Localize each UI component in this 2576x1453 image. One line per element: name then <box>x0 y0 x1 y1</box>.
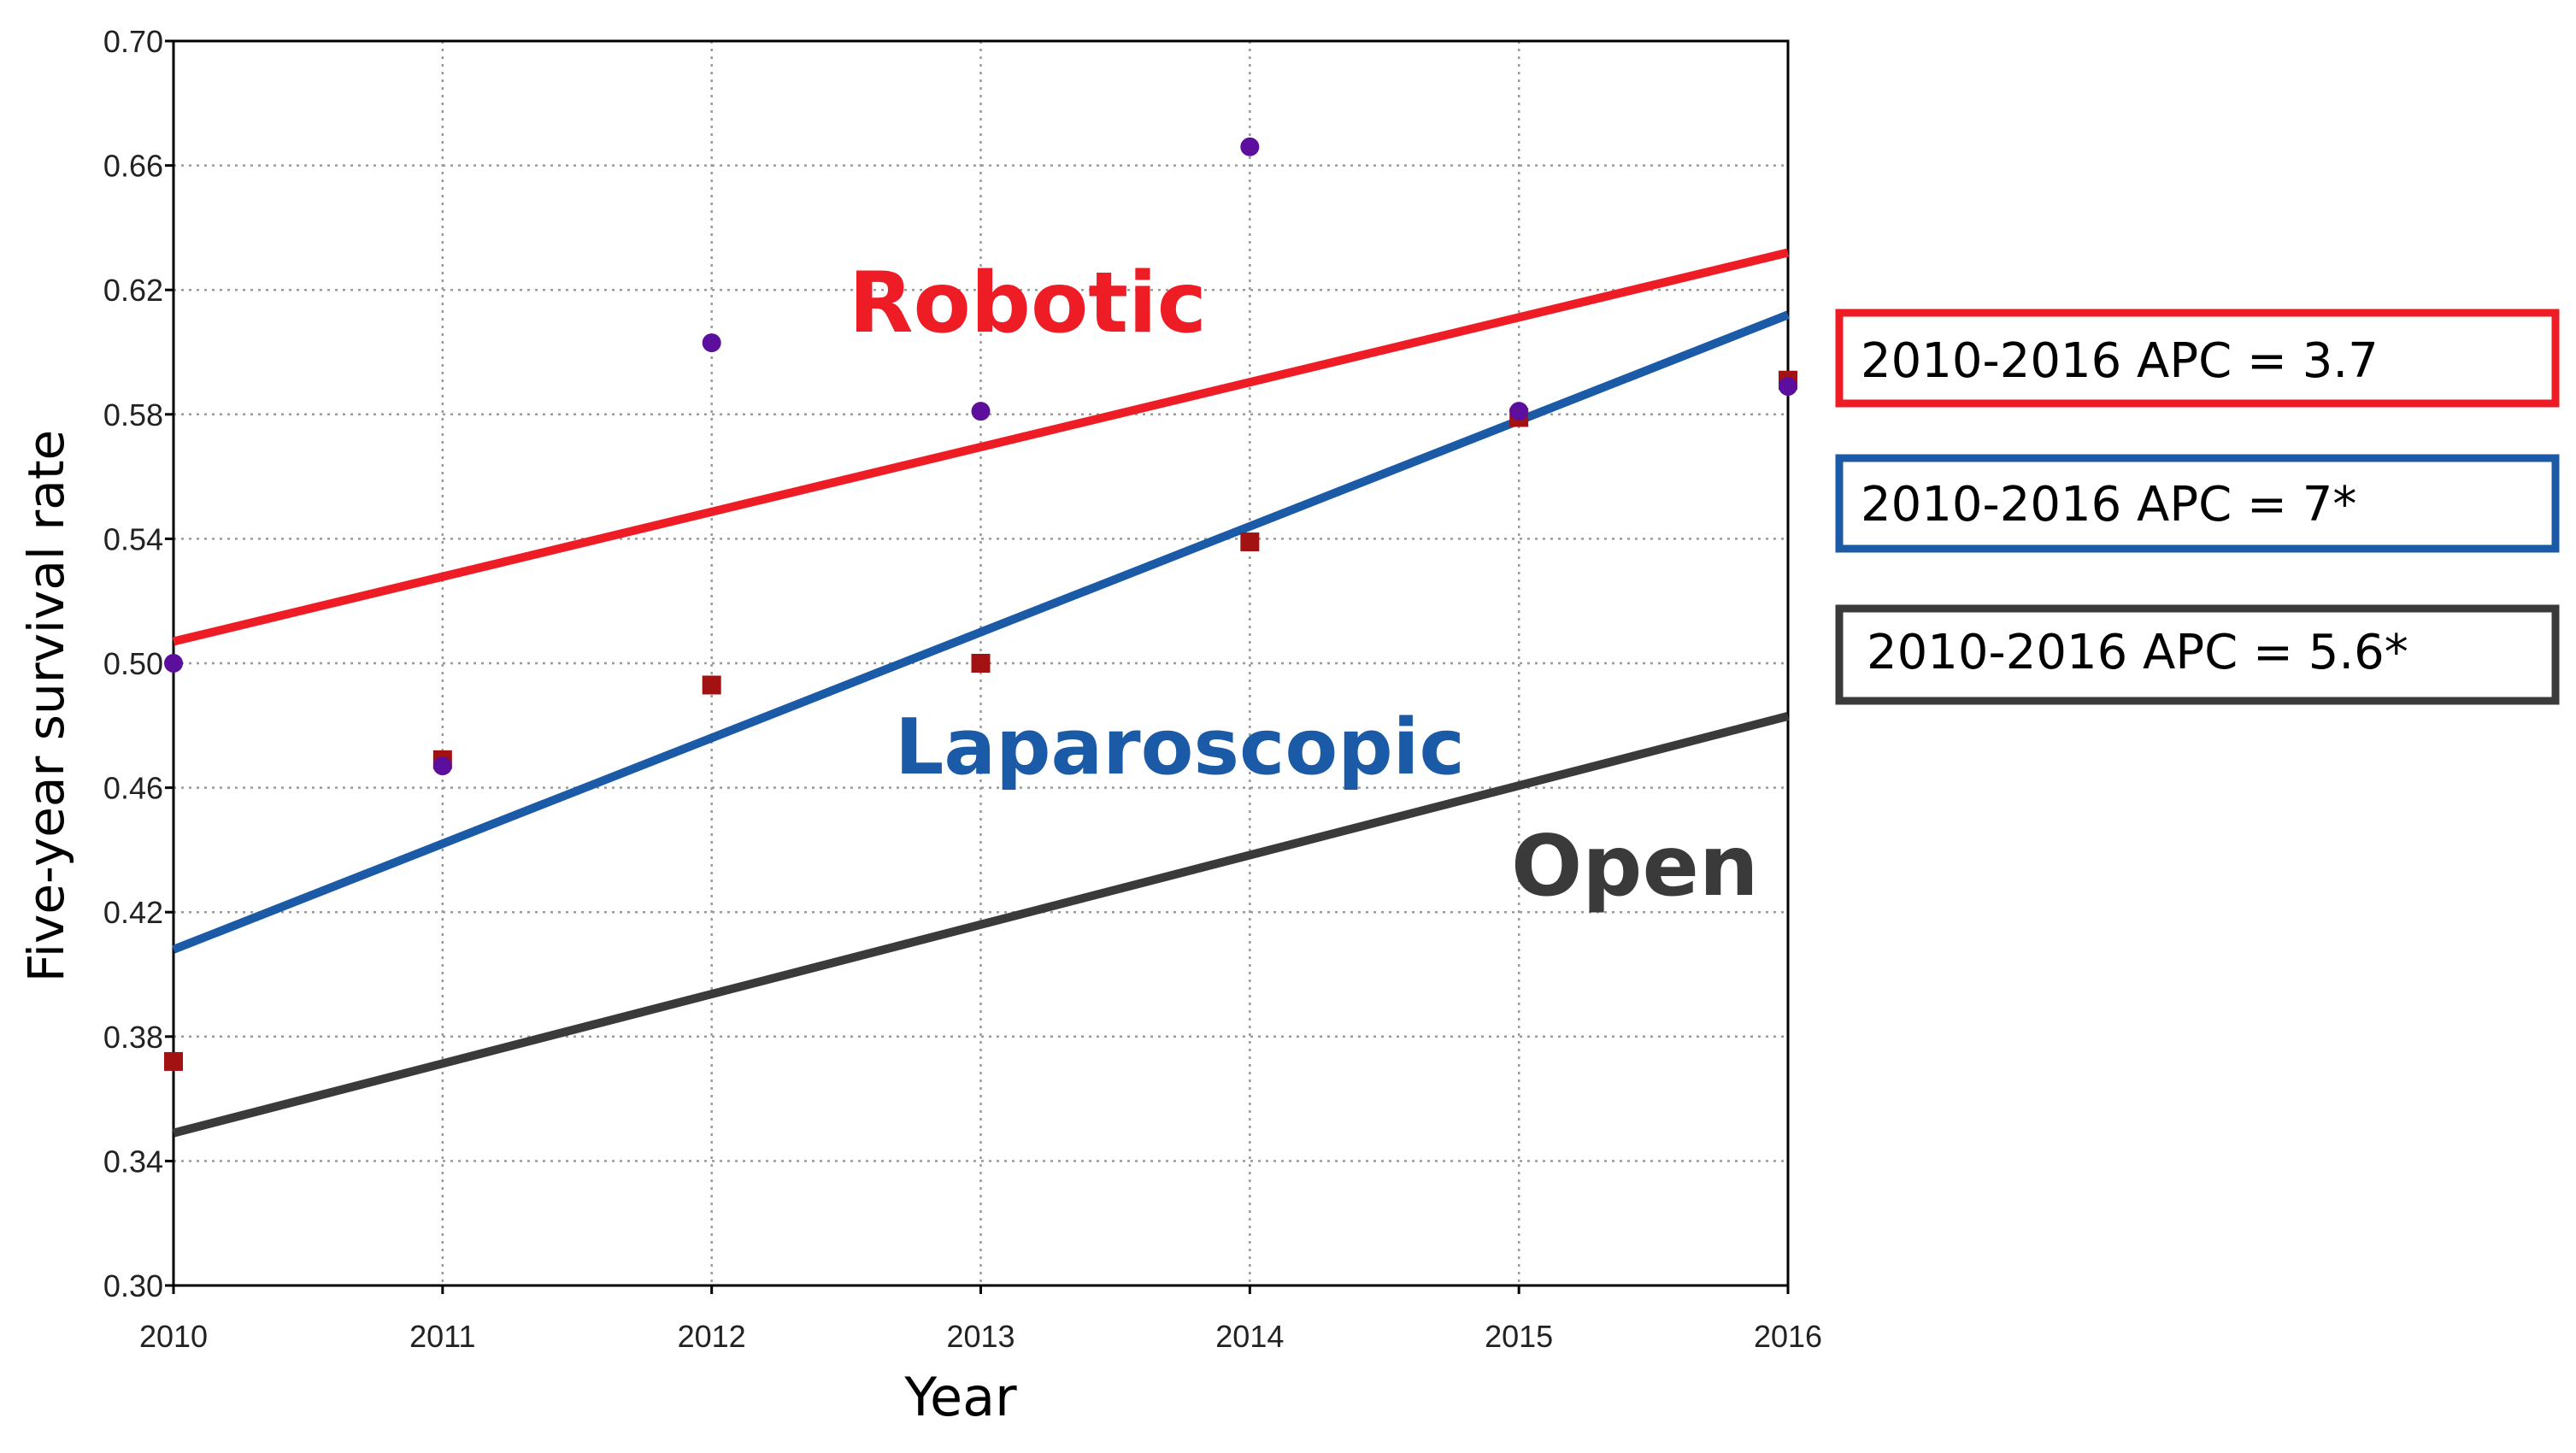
y-tick-label: 0.62 <box>103 273 163 308</box>
x-tick-label: 2014 <box>1215 1319 1284 1354</box>
circle-point <box>702 333 721 353</box>
apc-box-robotic: 2010-2016 APC = 3.7 <box>1835 309 2560 408</box>
x-tick-label: 2010 <box>139 1319 208 1354</box>
square-point <box>702 675 721 695</box>
trend-line-open <box>172 712 1790 1138</box>
series-label-open: Open <box>1511 818 1759 915</box>
x-tick-label: 2012 <box>678 1319 746 1354</box>
y-tick-label: 0.42 <box>103 895 163 930</box>
apc-box-open: 2010-2016 APC = 5.6* <box>1835 604 2560 705</box>
x-tick-label: 2013 <box>946 1319 1015 1354</box>
apc-box-laparoscopic: 2010-2016 APC = 7* <box>1835 454 2560 553</box>
apc-open-text: 2010-2016 APC = 5.6* <box>1867 625 2408 680</box>
square-point <box>1240 532 1260 552</box>
y-tick-label: 0.66 <box>103 149 163 184</box>
y-tick-label: 0.38 <box>103 1020 163 1055</box>
series-label-laparoscopic: Laparoscopic <box>895 703 1465 792</box>
apc-box-robotic-frame <box>1835 309 2560 408</box>
square-point <box>164 1051 183 1071</box>
apc-box-open-frame <box>1835 604 2560 705</box>
x-axis-ticks: 2010 2011 2012 2013 2014 2015 2016 <box>139 1285 1822 1354</box>
trend-line-robotic <box>172 248 1790 646</box>
circle-point <box>1509 402 1529 421</box>
x-tick-label: 2011 <box>409 1319 475 1354</box>
apc-laparoscopic-text: 2010-2016 APC = 7* <box>1861 477 2356 532</box>
trend-lines <box>172 248 1790 1138</box>
x-tick-label: 2016 <box>1754 1319 1822 1354</box>
apc-box-laparoscopic-frame <box>1835 454 2560 553</box>
y-axis-title: Five-year survival rate <box>17 430 75 983</box>
y-tick-label: 0.54 <box>103 521 163 556</box>
y-tick-label: 0.70 <box>103 24 163 59</box>
y-axis-ticks: 0.30 0.34 0.38 0.42 0.46 0.50 0.54 0.58 0.62 0.66… <box>103 24 173 1303</box>
x-axis-title: Year <box>903 1366 1017 1428</box>
square-point <box>971 654 991 673</box>
series-label-robotic: Robotic <box>849 255 1207 352</box>
y-tick-label: 0.30 <box>103 1268 163 1303</box>
y-tick-label: 0.50 <box>103 646 163 681</box>
circle-point <box>1779 377 1797 397</box>
apc-robotic-text: 2010-2016 APC = 3.7 <box>1861 333 2379 389</box>
circle-point <box>1240 137 1260 156</box>
y-tick-label: 0.46 <box>103 771 163 806</box>
circle-point <box>432 756 452 776</box>
circle-point <box>971 402 991 421</box>
y-tick-label: 0.34 <box>103 1144 163 1179</box>
x-tick-label: 2015 <box>1485 1319 1553 1354</box>
data-points <box>164 137 1797 1071</box>
y-tick-label: 0.58 <box>103 397 163 432</box>
circle-point <box>164 654 183 673</box>
